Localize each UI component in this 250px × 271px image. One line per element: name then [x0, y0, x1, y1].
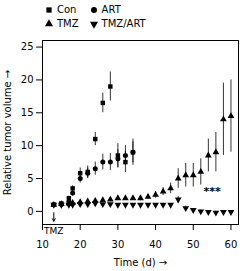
html-text:TMZ: TMZ [57, 18, 79, 29]
svg-text:60: 60 [225, 239, 238, 250]
html-text:ART: ART [101, 4, 121, 15]
svg-text:25: 25 [21, 41, 34, 52]
svg-text:5: 5 [27, 173, 33, 184]
svg-text:40: 40 [149, 239, 162, 250]
svg-text:30: 30 [112, 239, 125, 250]
svg-text:TMZ: TMZ [43, 226, 63, 236]
svg-text:50: 50 [187, 239, 200, 250]
svg-text:10: 10 [21, 140, 34, 151]
html-text:Con: Con [57, 4, 77, 15]
svg-text:Time (d) →: Time (d) → [113, 257, 167, 268]
svg-text:15: 15 [21, 107, 34, 118]
html-text:TMZ/ART: TMZ/ART [101, 18, 146, 29]
svg-text:Relative tumor volume →: Relative tumor volume → [2, 70, 13, 196]
svg-text:10: 10 [36, 239, 49, 250]
svg-text:0: 0 [27, 206, 33, 217]
svg-text:20: 20 [74, 239, 87, 250]
svg-text:***: *** [203, 185, 221, 198]
svg-text:20: 20 [21, 74, 34, 85]
